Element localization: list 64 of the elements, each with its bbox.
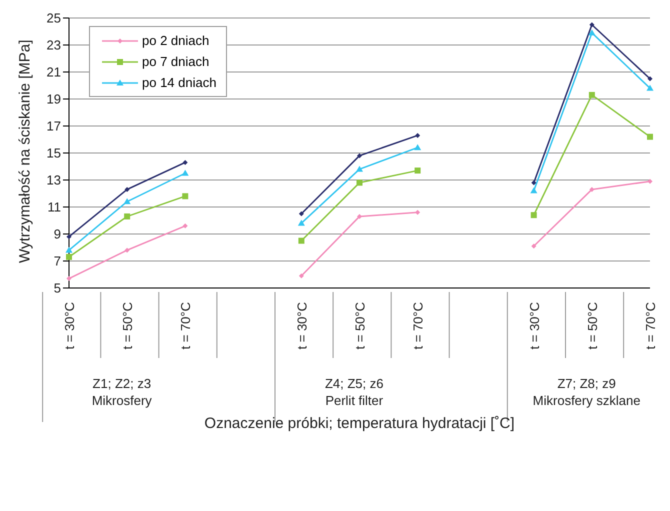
y-tick-label: 21 bbox=[46, 64, 61, 80]
point bbox=[414, 168, 421, 174]
point bbox=[66, 246, 72, 253]
y-tick-label: 17 bbox=[46, 118, 61, 134]
point bbox=[531, 244, 536, 249]
point bbox=[357, 214, 362, 219]
point bbox=[66, 276, 72, 282]
text: Z4; Z5; z6 Perlit filter bbox=[324, 376, 384, 408]
point bbox=[647, 134, 653, 140]
x-tick-label: t = 50°C bbox=[352, 302, 368, 350]
point bbox=[530, 187, 538, 194]
x-tick-label: t = 30°C bbox=[294, 302, 310, 350]
point bbox=[124, 248, 130, 253]
point bbox=[648, 178, 652, 184]
point bbox=[648, 76, 652, 82]
y-tick-label: 13 bbox=[46, 172, 61, 188]
point bbox=[66, 254, 72, 260]
point bbox=[298, 273, 304, 278]
point bbox=[589, 186, 594, 192]
y-axis-title: Wytrzymałość na ściskanie [MPa] bbox=[16, 40, 34, 263]
point bbox=[414, 144, 422, 150]
y-tick-label: 25 bbox=[46, 10, 61, 26]
y-tick-label: 19 bbox=[46, 92, 61, 107]
y-tick-label: 23 bbox=[46, 38, 61, 53]
x-axis-title: Oznaczenie próbki; temperatura hydratacji [˚C] bbox=[204, 415, 515, 432]
y-tick-label: 7 bbox=[54, 254, 61, 269]
legend-label: po 14 dniach bbox=[142, 75, 216, 90]
point bbox=[124, 198, 131, 204]
legend-label: po 2 dniach bbox=[142, 33, 210, 48]
point bbox=[356, 180, 362, 186]
x-tick-label: t = 50°C bbox=[120, 302, 136, 350]
point bbox=[298, 238, 304, 244]
y-tick-label: 5 bbox=[54, 280, 61, 296]
text: Z7; Z8; z9 Mikrosfery szklane bbox=[532, 376, 640, 408]
point bbox=[357, 153, 362, 158]
point bbox=[588, 29, 596, 36]
point bbox=[531, 180, 536, 186]
point bbox=[182, 193, 188, 200]
text: Z1; Z2; z3 Mikrosfery bbox=[92, 376, 152, 408]
point bbox=[588, 92, 595, 98]
point bbox=[415, 132, 420, 138]
point bbox=[298, 211, 304, 216]
point bbox=[124, 186, 130, 192]
point bbox=[298, 220, 305, 226]
point bbox=[66, 234, 72, 240]
point bbox=[182, 223, 188, 228]
point bbox=[530, 212, 537, 218]
y-tick-label: 11 bbox=[48, 200, 61, 215]
x-tick-label: t = 30°C bbox=[526, 302, 542, 350]
y-tick-label: 9 bbox=[54, 226, 61, 242]
x-tick-label: t = 70°C bbox=[410, 302, 426, 350]
point bbox=[589, 22, 594, 28]
x-tick-label: t = 50°C bbox=[584, 302, 600, 350]
point bbox=[356, 166, 363, 172]
point bbox=[182, 160, 188, 165]
point bbox=[646, 84, 654, 91]
x-tick-label: t = 30°C bbox=[62, 302, 77, 350]
point bbox=[415, 210, 420, 215]
legend-label: po 7 dniach bbox=[142, 54, 210, 69]
point bbox=[124, 213, 130, 220]
x-tick-label: t = 70°C bbox=[178, 302, 194, 350]
point bbox=[182, 170, 189, 176]
x-tick-label: t = 70°C bbox=[643, 302, 658, 350]
y-tick-label: 15 bbox=[46, 146, 61, 161]
